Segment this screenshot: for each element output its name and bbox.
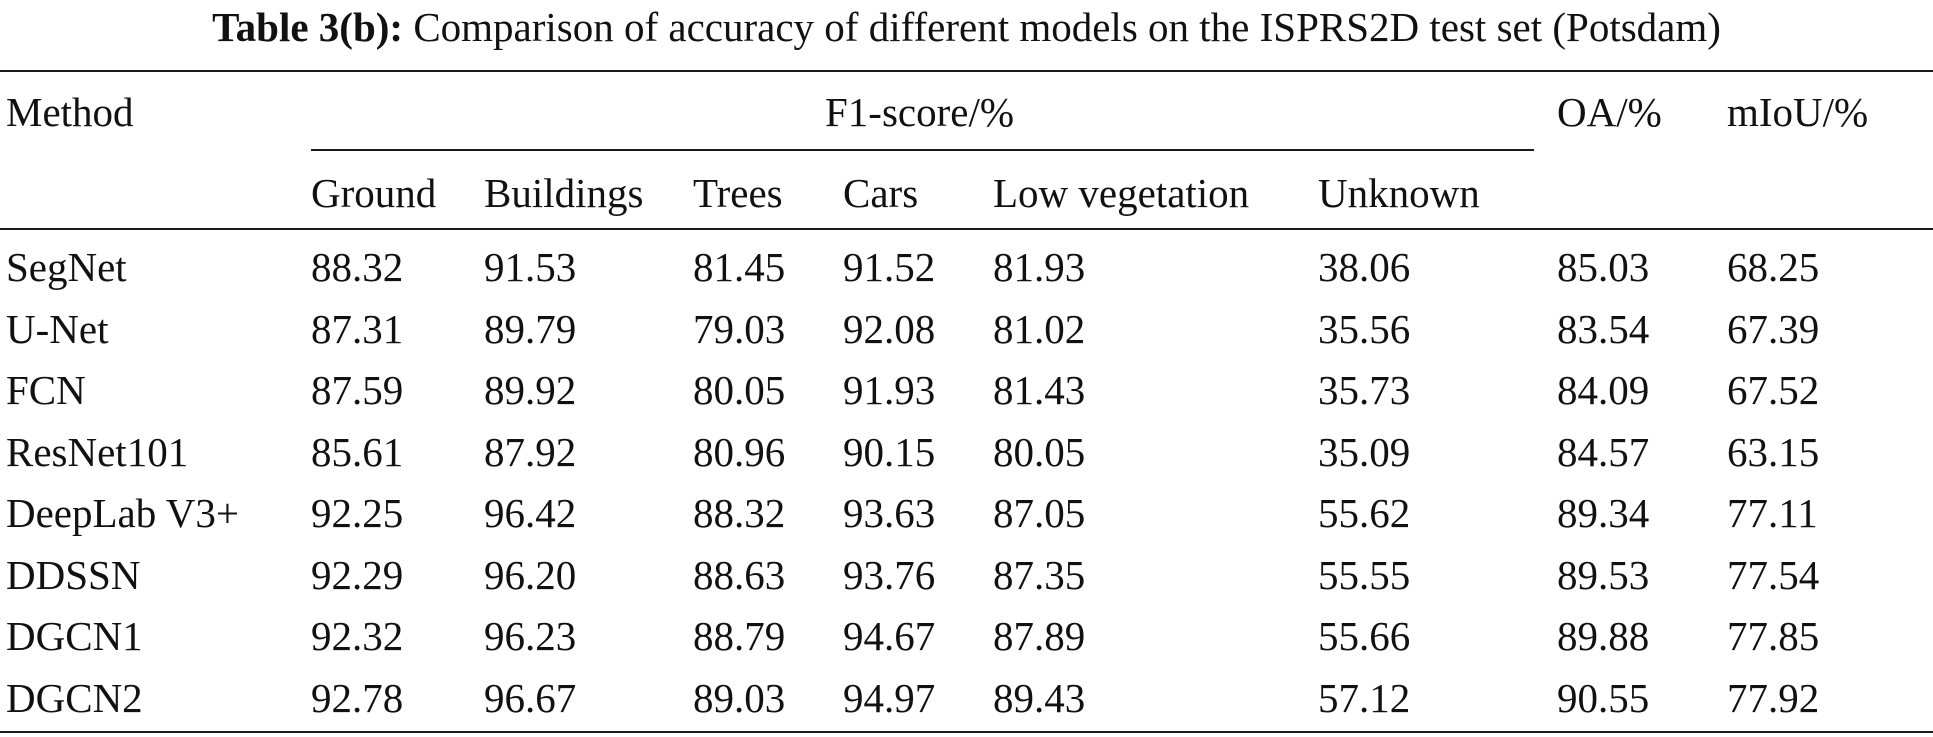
row-value: 92.78 — [311, 674, 404, 721]
row-value: 84.09 — [1557, 367, 1650, 413]
row-value: 91.52 — [843, 244, 936, 290]
header-class-buildings: Buildings — [484, 170, 644, 216]
row-value: 67.52 — [1727, 367, 1820, 413]
table-row: FCN 87.59 89.92 80.05 91.93 81.43 35.73 84.09 67… — [0, 360, 1933, 421]
table-row: DGCN2 92.78 96.67 89.03 94.97 89.43 57.12 90.55… — [0, 668, 1933, 729]
row-value: 85.61 — [311, 428, 404, 475]
row-value: 96.20 — [484, 551, 577, 598]
row-value: 81.93 — [993, 244, 1086, 290]
row-value: 89.79 — [484, 305, 577, 352]
row-method: SegNet — [6, 244, 127, 290]
row-value: 89.03 — [693, 674, 786, 721]
row-value: 93.76 — [843, 551, 936, 598]
row-value: 57.12 — [1318, 674, 1411, 721]
row-value: 84.57 — [1557, 428, 1650, 475]
header-f1-group: F1-score/% — [825, 89, 1015, 135]
row-value: 81.02 — [993, 305, 1086, 352]
row-value: 35.56 — [1318, 305, 1411, 352]
row-value: 94.67 — [843, 613, 936, 659]
row-value: 89.34 — [1557, 490, 1650, 536]
row-value: 91.93 — [843, 367, 936, 413]
row-method: DGCN2 — [6, 674, 143, 721]
row-value: 55.55 — [1318, 551, 1411, 598]
row-value: 80.96 — [693, 428, 786, 475]
header-miou: mIoU/% — [1727, 89, 1869, 135]
row-value: 87.35 — [993, 551, 1086, 598]
row-value: 92.32 — [311, 613, 404, 659]
row-value: 67.39 — [1727, 305, 1820, 352]
table-row: SegNet 88.32 91.53 81.45 91.52 81.93 38.06 85.0… — [0, 237, 1933, 298]
table-row: DGCN1 92.32 96.23 88.79 94.67 87.89 55.66 89.88… — [0, 606, 1933, 667]
table-row: U-Net 87.31 89.79 79.03 92.08 81.02 35.56 83.54… — [0, 299, 1933, 360]
row-method: DGCN1 — [6, 613, 143, 659]
row-value: 35.09 — [1318, 428, 1411, 475]
row-value: 83.54 — [1557, 305, 1650, 352]
header-class-cars: Cars — [843, 170, 919, 216]
row-value: 92.25 — [311, 490, 404, 536]
table-caption: Table 3(b): Comparison of accuracy of di… — [0, 2, 1933, 52]
row-value: 85.03 — [1557, 244, 1650, 290]
row-value: 55.66 — [1318, 613, 1411, 659]
row-value: 68.25 — [1727, 244, 1820, 290]
row-value: 92.29 — [311, 551, 404, 598]
table-caption-label: Table 3(b): — [212, 4, 404, 50]
row-value: 93.63 — [843, 490, 936, 536]
row-value: 92.08 — [843, 305, 936, 352]
row-value: 90.55 — [1557, 674, 1650, 721]
row-value: 77.85 — [1727, 613, 1820, 659]
row-value: 88.79 — [693, 613, 786, 659]
f1-group-rule — [311, 149, 1534, 151]
header-class-ground: Ground — [311, 170, 437, 216]
row-value: 89.43 — [993, 674, 1086, 721]
row-method: DeepLab V3+ — [6, 490, 239, 536]
row-value: 77.92 — [1727, 674, 1820, 721]
table-row: DDSSN 92.29 96.20 88.63 93.76 87.35 55.55 89.53… — [0, 545, 1933, 606]
table-row: ResNet101 85.61 87.92 80.96 90.15 80.05 35.09 8… — [0, 422, 1933, 483]
row-value: 96.67 — [484, 674, 577, 721]
row-value: 38.06 — [1318, 244, 1411, 290]
table-bottom-rule — [0, 731, 1933, 733]
row-value: 63.15 — [1727, 428, 1820, 475]
row-value: 35.73 — [1318, 367, 1411, 413]
header-method: Method — [6, 89, 134, 135]
row-value: 89.88 — [1557, 613, 1650, 659]
row-value: 88.32 — [311, 244, 404, 290]
row-value: 87.59 — [311, 367, 404, 413]
header-class-low-vegetation: Low vegetation — [993, 170, 1250, 216]
row-value: 89.53 — [1557, 551, 1650, 598]
row-value: 79.03 — [693, 305, 786, 352]
row-value: 87.31 — [311, 305, 404, 352]
row-value: 96.23 — [484, 613, 577, 659]
row-method: DDSSN — [6, 551, 141, 598]
header-class-unknown: Unknown — [1318, 170, 1480, 216]
row-value: 77.11 — [1727, 490, 1818, 536]
row-value: 91.53 — [484, 244, 577, 290]
row-value: 81.43 — [993, 367, 1086, 413]
row-value: 80.05 — [693, 367, 786, 413]
row-value: 87.89 — [993, 613, 1086, 659]
row-value: 90.15 — [843, 428, 936, 475]
row-value: 89.92 — [484, 367, 577, 413]
row-value: 87.05 — [993, 490, 1086, 536]
row-value: 88.32 — [693, 490, 786, 536]
table-row: DeepLab V3+ 92.25 96.42 88.32 93.63 87.05 55.6… — [0, 483, 1933, 544]
row-value: 77.54 — [1727, 551, 1820, 598]
row-value: 81.45 — [693, 244, 786, 290]
row-value: 80.05 — [993, 428, 1086, 475]
table-header-rule — [0, 228, 1933, 230]
header-oa: OA/% — [1557, 89, 1662, 135]
row-value: 96.42 — [484, 490, 577, 536]
header-class-trees: Trees — [693, 170, 783, 216]
table-top-rule — [0, 70, 1933, 72]
row-method: FCN — [6, 367, 86, 413]
table-caption-text: Comparison of accuracy of different mode… — [413, 4, 1721, 50]
row-value: 88.63 — [693, 551, 786, 598]
row-method: ResNet101 — [6, 428, 189, 475]
row-value: 55.62 — [1318, 490, 1411, 536]
row-value: 87.92 — [484, 428, 577, 475]
row-method: U-Net — [6, 305, 109, 352]
row-value: 94.97 — [843, 674, 936, 721]
